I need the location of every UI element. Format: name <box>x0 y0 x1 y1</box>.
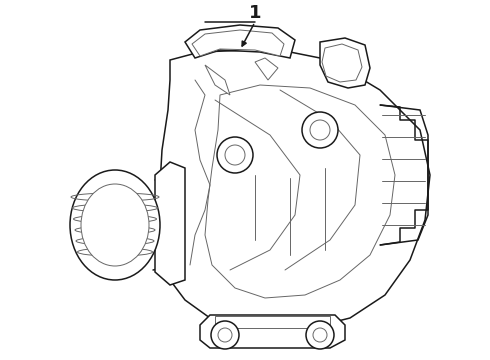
Circle shape <box>211 321 239 349</box>
Text: 1: 1 <box>249 4 261 22</box>
Circle shape <box>218 328 232 342</box>
Circle shape <box>310 120 330 140</box>
Polygon shape <box>155 162 185 285</box>
Circle shape <box>313 328 327 342</box>
Circle shape <box>306 321 334 349</box>
Polygon shape <box>215 316 330 328</box>
Ellipse shape <box>70 170 160 280</box>
Polygon shape <box>185 25 295 58</box>
Circle shape <box>225 145 245 165</box>
Polygon shape <box>192 30 284 56</box>
Ellipse shape <box>81 184 149 266</box>
Circle shape <box>302 112 338 148</box>
Polygon shape <box>200 315 345 348</box>
Polygon shape <box>320 38 370 88</box>
Polygon shape <box>205 65 230 95</box>
Polygon shape <box>205 85 395 298</box>
Polygon shape <box>322 44 362 82</box>
Circle shape <box>217 137 253 173</box>
Polygon shape <box>160 50 430 330</box>
Polygon shape <box>255 58 278 80</box>
